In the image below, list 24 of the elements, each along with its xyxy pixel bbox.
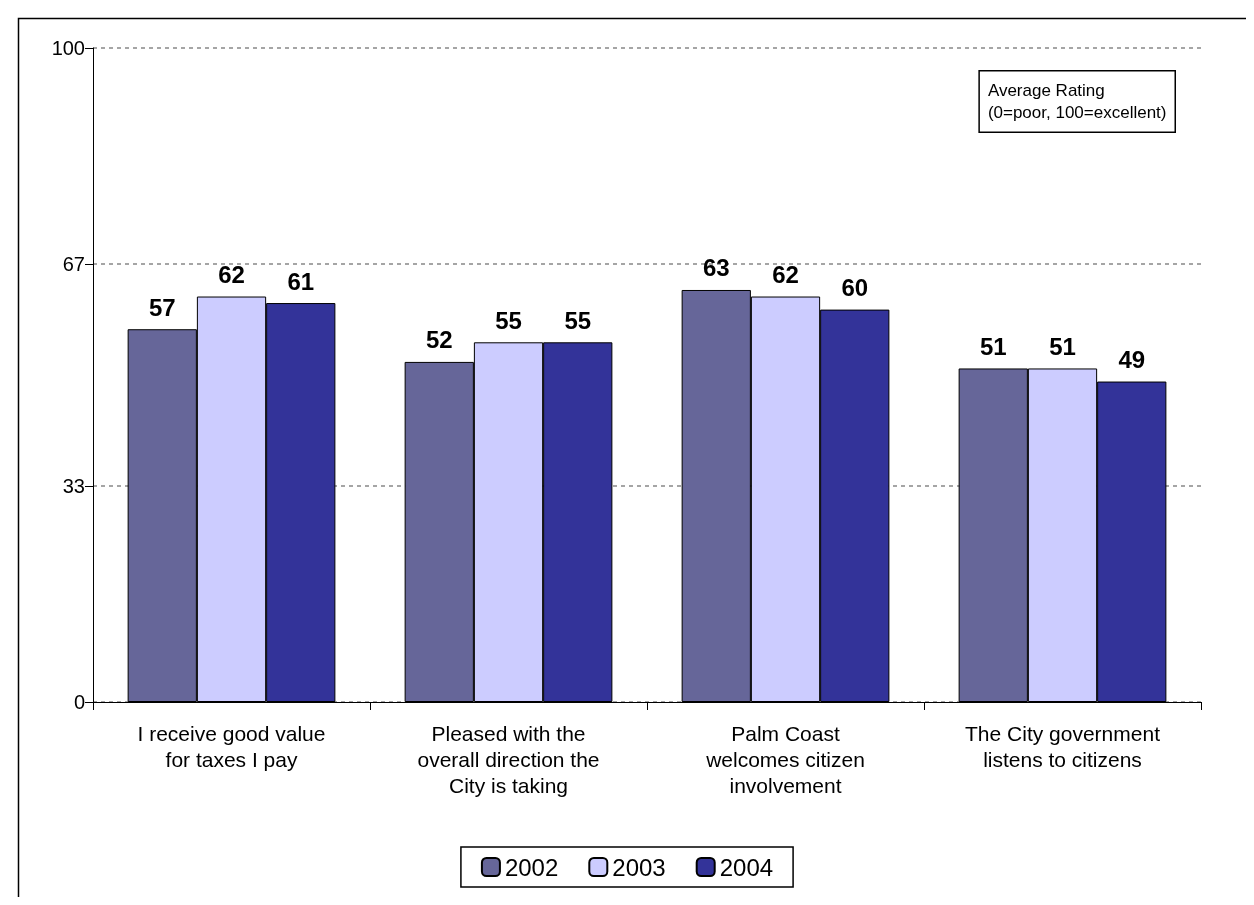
x-tick-label: The City government listens to citizens xyxy=(965,721,1161,771)
data-label: 51 xyxy=(1049,332,1076,360)
legend-label: 2003 xyxy=(612,853,666,881)
data-label: 62 xyxy=(772,261,799,289)
y-tick-label: 0 xyxy=(73,691,85,713)
data-label: 62 xyxy=(218,261,245,289)
y-tick-label: 100 xyxy=(51,37,85,59)
data-label: 55 xyxy=(495,306,522,334)
data-label: 63 xyxy=(702,254,730,282)
legend-label: 2002 xyxy=(504,853,559,881)
data-label: 52 xyxy=(425,326,453,354)
legend-label: 2004 xyxy=(719,853,774,881)
data-label: 55 xyxy=(564,306,592,334)
data-label: 60 xyxy=(841,274,869,302)
data-label: 61 xyxy=(287,267,315,295)
y-tick-label: 33 xyxy=(62,475,85,498)
data-label: 49 xyxy=(1118,346,1146,374)
y-tick-label: 67 xyxy=(62,252,85,275)
x-tick-label: Palm Coast welcomes citizen involvement xyxy=(705,721,865,797)
x-tick-label: Pleased with the overall direction the City is taking xyxy=(417,721,600,797)
annotation: Average Rating (0=poor, 100=excellent) xyxy=(987,81,1167,122)
x-tick-label: I receive good value for taxes I pay xyxy=(137,721,326,771)
data-label: 57 xyxy=(148,293,176,321)
data-label: 51 xyxy=(979,332,1007,360)
